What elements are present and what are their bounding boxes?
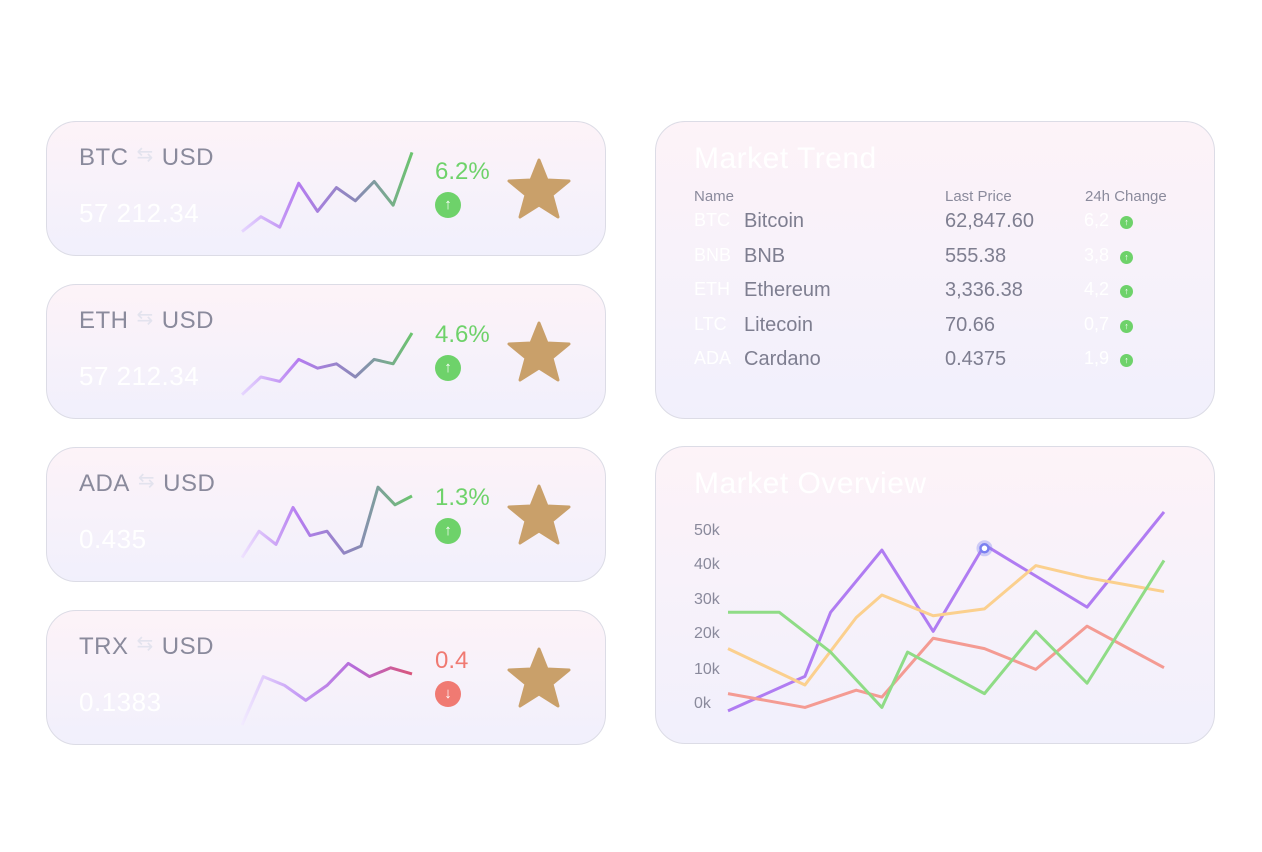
last-price: 3,336.38 [945,279,1023,301]
sparkline-series [240,661,413,726]
sparkline-chart [241,151,414,233]
coin-symbol: ETH [694,279,730,299]
base-currency: ETH [79,307,129,334]
last-price: 70.66 [945,314,996,336]
y-tick-label: 10k [694,661,720,678]
column-header-name: Name [694,188,735,205]
base-currency: TRX [79,633,129,660]
swap-icon[interactable]: ⇆ [136,144,154,166]
table-row[interactable]: ADA Cardano 0.4375 1,9 ↑ [656,348,1214,378]
last-price: 555.38 [945,245,1007,267]
pair-label: ADA ⇆ USD [79,470,215,498]
arrow-up-icon: ↑ [1120,285,1133,298]
series-line-0 [727,511,1166,713]
sparkline-chart [240,332,414,396]
y-tick-label: 30k [694,591,720,608]
change-value: 3,8 [1084,245,1110,265]
series-line-2 [727,624,1165,709]
coin-name: Bitcoin [744,210,805,232]
coin-name: Cardano [744,348,821,370]
arrow-up-icon: ↑ [1120,251,1133,264]
coin-symbol: LTC [694,314,727,334]
base-currency: BTC [79,144,129,171]
market-overview-line-chart[interactable] [656,447,1216,745]
sparkline-series [240,485,413,559]
change-percent: 1.3% [435,484,490,511]
table-row[interactable]: ETH Ethereum 3,336.38 4,2 ↑ [656,279,1214,309]
change-value: 1,9 [1084,348,1110,368]
last-price: 0.4375 [945,348,1007,370]
change-percent: 6.2% [435,158,490,185]
pair-card-btc[interactable]: BTC ⇆ USD 57 212.34 6.2% ↑ [46,121,606,256]
column-header-24h-change: 24h Change [1085,188,1167,205]
quote-currency: USD [161,307,214,334]
change-percent: 4.6% [435,321,490,348]
table-row[interactable]: BNB BNB 555.38 3,8 ↑ [656,245,1214,275]
table-row[interactable]: LTC Litecoin 70.66 0,7 ↑ [656,314,1214,344]
y-tick-label: 0k [694,695,711,712]
base-currency: ADA [79,470,130,497]
price-value: 0.435 [79,524,147,554]
favorite-star-icon[interactable] [507,321,571,383]
arrow-down-icon: ↓ [435,681,461,707]
coin-symbol: BTC [694,210,730,230]
favorite-star-icon[interactable] [507,158,571,220]
arrow-up-icon: ↑ [1120,354,1133,367]
pair-card-trx[interactable]: TRX ⇆ USD 0.1383 0.4 ↓ [46,610,606,745]
sparkline-series [240,332,414,396]
price-value: 57 212.34 [79,198,200,228]
y-tick-label: 50k [694,522,720,539]
favorite-star-icon[interactable] [507,647,571,709]
quote-currency: USD [161,144,214,171]
quote-currency: USD [163,470,216,497]
coin-name: Ethereum [744,279,831,301]
change-percent: 0.4 [435,647,469,674]
last-price: 62,847.60 [945,210,1034,232]
pair-label: BTC ⇆ USD [79,144,214,172]
market-overview-panel: Market Overview 50k 40k 30k 20k 10k 0k [655,446,1215,744]
pair-card-eth[interactable]: ETH ⇆ USD 57 212.34 4.6% ↑ [46,284,606,419]
coin-name: Litecoin [744,314,813,336]
pair-card-ada[interactable]: ADA ⇆ USD 0.435 1.3% ↑ [46,447,606,582]
change-value: 6,2 [1084,210,1110,230]
arrow-up-icon: ↑ [1120,320,1133,333]
table-row[interactable]: BTC Bitcoin 62,847.60 6,2 ↑ [656,210,1214,240]
arrow-up-icon: ↑ [1120,216,1133,229]
price-value: 0.1383 [79,687,162,717]
sparkline-chart [240,485,413,559]
coin-name: BNB [744,245,786,267]
panel-title: Market Overview [694,467,927,500]
change-value: 0,7 [1084,314,1110,334]
swap-icon[interactable]: ⇆ [137,470,156,492]
coin-symbol: BNB [694,245,732,265]
arrow-up-icon: ↑ [435,192,461,218]
quote-currency: USD [161,633,214,660]
y-tick-label: 20k [694,625,720,642]
pair-label: TRX ⇆ USD [79,633,214,661]
swap-icon[interactable]: ⇆ [136,307,154,329]
swap-icon[interactable]: ⇆ [136,633,154,655]
pair-label: ETH ⇆ USD [79,307,214,335]
series-line-3 [728,559,1166,709]
cursor-point [979,543,990,554]
market-trend-panel: Market Trend Name Last Price 24h Change … [655,121,1215,419]
series-line-1 [727,564,1165,687]
coin-symbol: ADA [694,348,732,368]
column-header-last-price: Last Price [945,188,1012,205]
arrow-up-icon: ↑ [435,355,461,381]
panel-title: Market Trend [694,142,877,175]
sparkline-series [241,151,414,233]
favorite-star-icon[interactable] [507,484,571,546]
sparkline-chart [240,661,413,726]
y-tick-label: 40k [694,556,720,573]
change-value: 4,2 [1084,279,1110,299]
arrow-up-icon: ↑ [435,518,461,544]
price-value: 57 212.34 [79,361,200,391]
